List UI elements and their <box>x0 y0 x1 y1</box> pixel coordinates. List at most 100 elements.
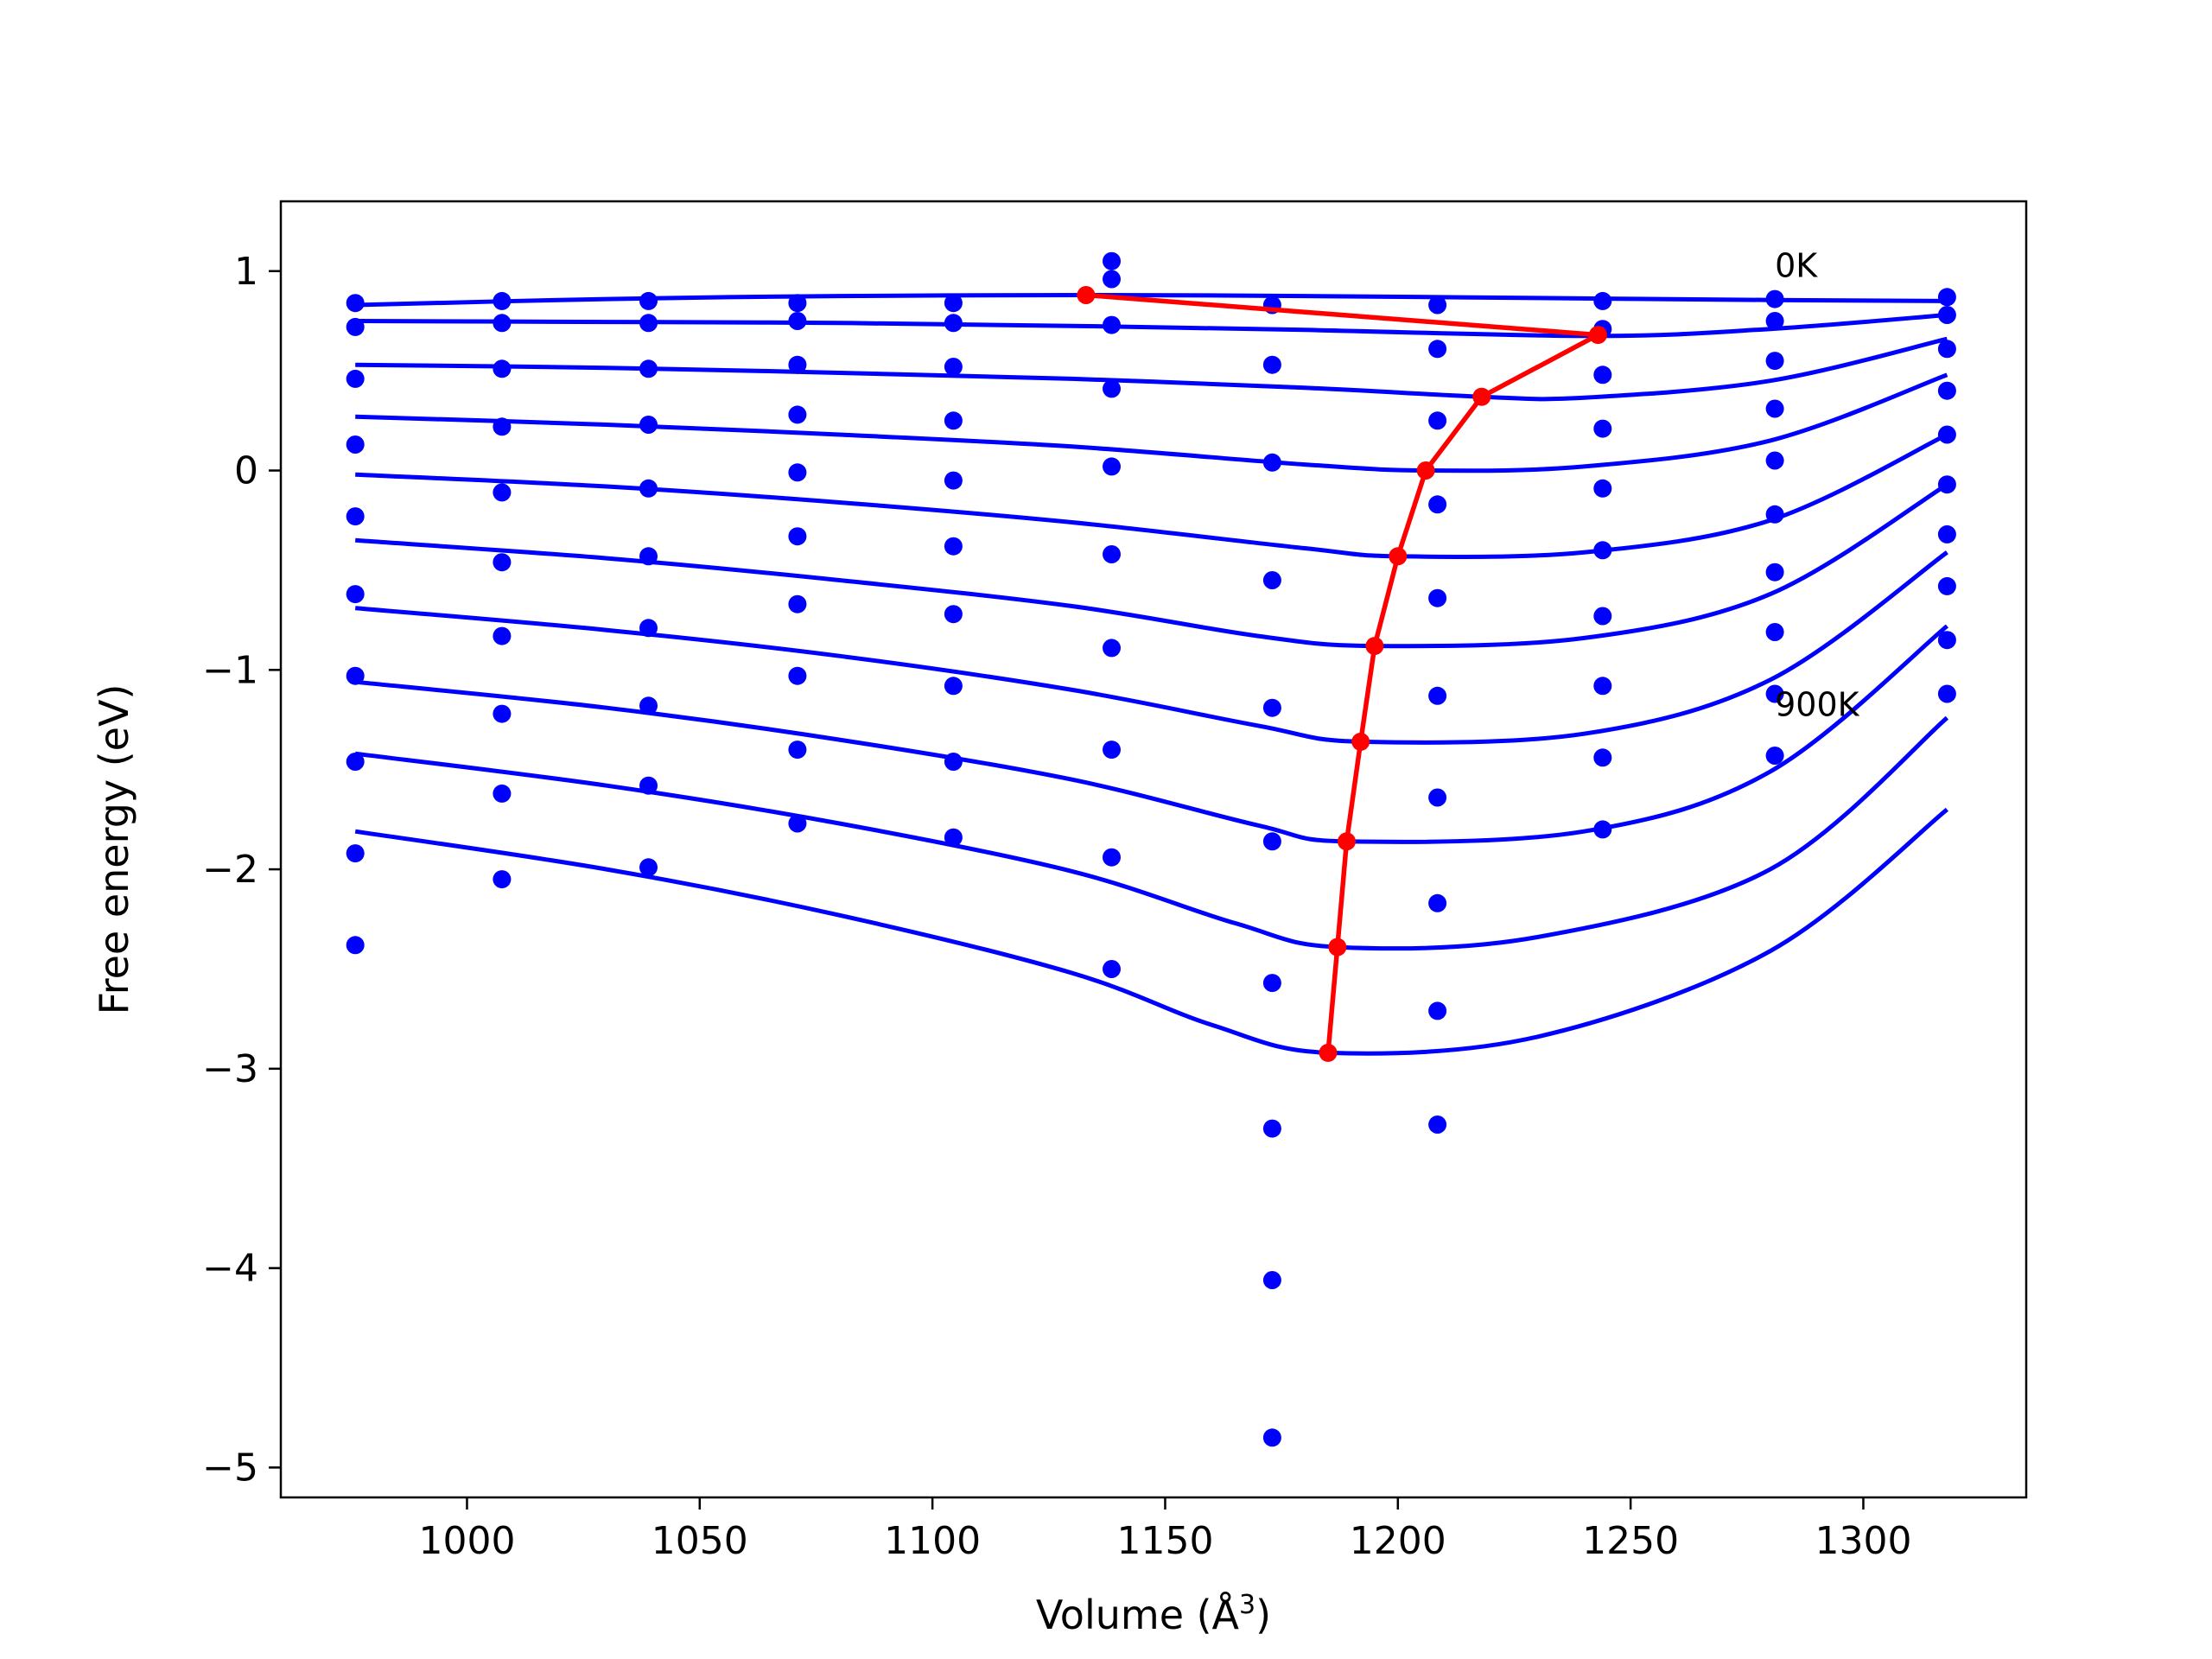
fit-curve-0 <box>355 292 1948 308</box>
minima-point <box>1328 938 1347 957</box>
data-point <box>493 784 512 803</box>
data-point <box>346 317 365 336</box>
data-point <box>788 666 807 685</box>
data-point <box>493 704 512 723</box>
data-point <box>1262 1271 1281 1289</box>
data-point <box>639 619 658 638</box>
y-tick-label: −2 <box>202 848 258 892</box>
data-point <box>1937 340 1956 359</box>
data-point <box>1937 425 1956 444</box>
data-point <box>1937 576 1956 595</box>
data-point <box>1593 541 1612 560</box>
data-point <box>346 844 365 863</box>
y-tick-label: −1 <box>202 648 258 692</box>
data-point <box>1262 355 1281 374</box>
data-point <box>944 537 963 556</box>
annotations: 0K 900K <box>1775 247 1860 724</box>
data-point <box>346 294 365 313</box>
data-point <box>639 314 658 333</box>
x-tick-label: 1250 <box>1582 1519 1679 1563</box>
minima-point <box>1351 732 1370 751</box>
y-tick-label: 0 <box>234 449 258 493</box>
data-point <box>1937 475 1956 494</box>
data-point <box>1103 457 1121 476</box>
data-point <box>639 858 658 877</box>
data-point <box>1765 312 1784 330</box>
x-tick-label: 1300 <box>1815 1519 1911 1563</box>
minima-point <box>1389 547 1408 566</box>
data-point <box>1262 453 1281 472</box>
data-point <box>944 605 963 624</box>
data-point <box>493 483 512 502</box>
data-point <box>1262 1119 1281 1138</box>
data-point <box>346 369 365 388</box>
data-point <box>1262 698 1281 717</box>
fit-curve-9 <box>354 807 1948 1056</box>
data-point <box>1593 419 1612 438</box>
data-point <box>1593 479 1612 498</box>
data-point <box>493 291 512 310</box>
data-point <box>788 463 807 482</box>
minima-point <box>1588 326 1607 345</box>
data-point <box>493 314 512 333</box>
data-point <box>1262 974 1281 993</box>
y-axis-title: Free energy (eV) <box>91 684 137 1015</box>
minima-point <box>1472 387 1491 406</box>
data-point <box>788 312 807 330</box>
data-point <box>1103 379 1121 398</box>
x-tick-label: 1050 <box>652 1519 748 1563</box>
data-point <box>1937 288 1956 307</box>
x-tick-label: 1000 <box>418 1519 515 1563</box>
data-point <box>346 666 365 685</box>
data-point <box>493 359 512 378</box>
data-point <box>1103 639 1121 658</box>
data-point <box>1428 788 1447 807</box>
data-point <box>1937 381 1956 400</box>
data-point <box>944 677 963 696</box>
data-point <box>1593 607 1612 626</box>
data-point <box>1428 296 1447 315</box>
data-point <box>1765 289 1784 308</box>
data-point <box>1428 1116 1447 1134</box>
data-point <box>788 405 807 424</box>
data-point <box>493 417 512 436</box>
data-point <box>1937 684 1956 703</box>
data-point <box>1765 451 1784 470</box>
data-point <box>1428 588 1447 607</box>
y-tick-label: −5 <box>202 1446 258 1490</box>
data-point <box>1428 1001 1447 1020</box>
data-point <box>788 294 807 313</box>
data-point <box>788 527 807 546</box>
data-point <box>1937 306 1956 324</box>
minima-point <box>1365 637 1384 656</box>
minima-line <box>1085 292 1601 1053</box>
data-point <box>788 814 807 833</box>
data-point <box>639 776 658 795</box>
x-tick-label: 1150 <box>1116 1519 1213 1563</box>
data-point <box>1765 684 1784 703</box>
data-point <box>1103 315 1121 334</box>
data-point <box>1765 623 1784 641</box>
x-tick-label: 1100 <box>884 1519 981 1563</box>
data-point <box>346 585 365 604</box>
data-point <box>639 416 658 434</box>
data-point <box>788 594 807 613</box>
data-point <box>1103 545 1121 563</box>
data-point <box>1593 365 1612 385</box>
data-point <box>1765 747 1784 765</box>
data-point <box>1593 677 1612 696</box>
data-point <box>639 547 658 566</box>
annotation-label: 900K <box>1775 685 1860 723</box>
data-point <box>1428 893 1447 912</box>
minima-point <box>1077 286 1096 304</box>
data-point <box>1103 251 1121 270</box>
y-tick-label: −4 <box>202 1247 258 1291</box>
minima-point <box>1319 1043 1338 1062</box>
axes-frame <box>279 200 2028 1499</box>
data-point <box>639 479 658 498</box>
data-point <box>1103 270 1121 289</box>
data-point <box>788 741 807 760</box>
data-point <box>493 626 512 645</box>
data-point <box>639 696 658 715</box>
